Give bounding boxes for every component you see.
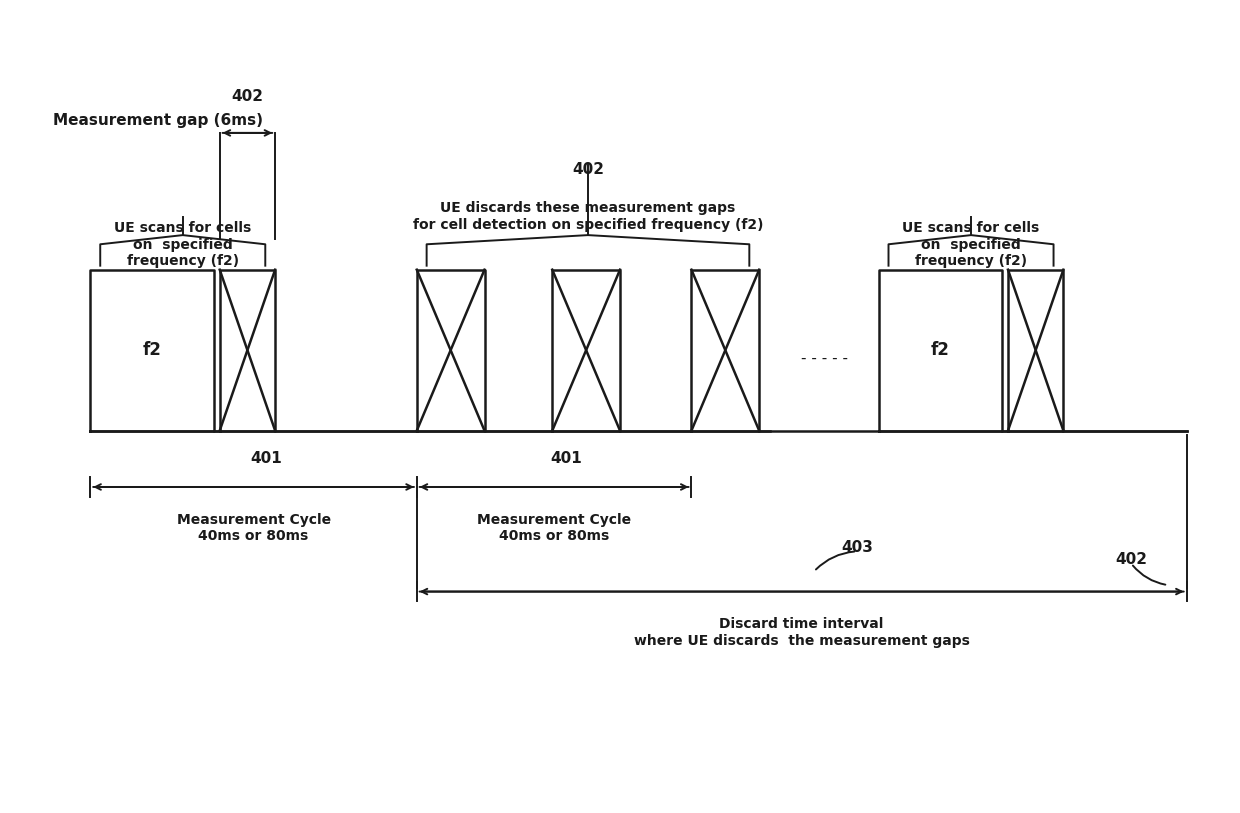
Text: 402: 402 xyxy=(1115,552,1147,567)
Text: UE discards these measurement gaps
for cell detection on specified frequency (f2: UE discards these measurement gaps for c… xyxy=(413,202,764,232)
Text: f2: f2 xyxy=(931,341,950,359)
Text: Measurement Cycle
40ms or 80ms: Measurement Cycle 40ms or 80ms xyxy=(176,513,331,543)
Text: Measurement gap (6ms): Measurement gap (6ms) xyxy=(53,113,263,128)
Text: Measurement Cycle
40ms or 80ms: Measurement Cycle 40ms or 80ms xyxy=(477,513,631,543)
Text: Discard time interval
where UE discards  the measurement gaps: Discard time interval where UE discards … xyxy=(634,617,970,647)
Text: UE scans for cells
on  specified
frequency (f2): UE scans for cells on specified frequenc… xyxy=(114,221,252,267)
Text: 401: 401 xyxy=(250,451,281,467)
Text: f2: f2 xyxy=(143,341,161,359)
Text: - - - - -: - - - - - xyxy=(801,350,848,366)
Text: 401: 401 xyxy=(551,451,583,467)
Text: UE scans for cells
on  specified
frequency (f2): UE scans for cells on specified frequenc… xyxy=(903,221,1039,267)
Text: 402: 402 xyxy=(232,89,263,104)
Text: 403: 403 xyxy=(841,540,873,554)
Text: 402: 402 xyxy=(572,162,604,176)
